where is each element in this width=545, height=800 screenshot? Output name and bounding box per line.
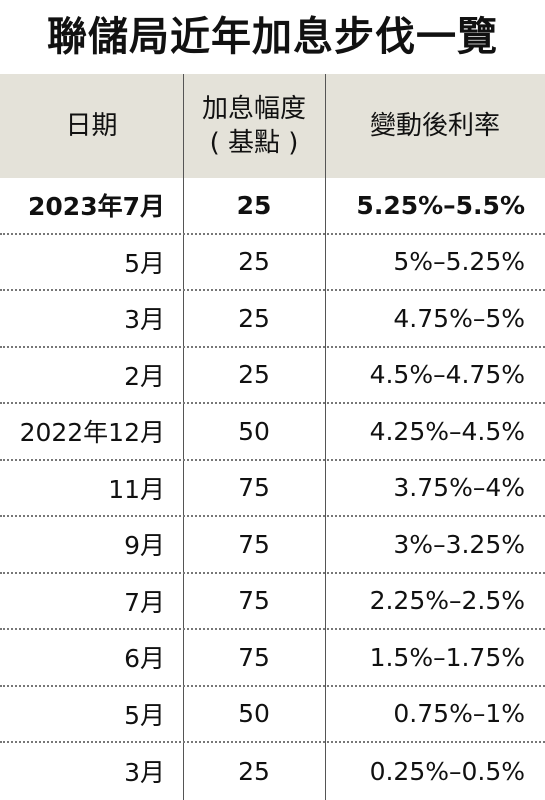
bp-cell: 50 <box>238 699 270 729</box>
column-divider <box>183 74 184 800</box>
table-body: 2023年7月 25 5.25%–5.5% 5月 25 5%–5.25% 3月 … <box>0 178 545 800</box>
header-bp: 加息幅度 ( 基點 ) <box>183 74 325 178</box>
rate-cell: 0.75%–1% <box>393 699 525 729</box>
table-row: 3月 25 4.75%–5% <box>0 291 545 348</box>
table-header: 日期 加息幅度 ( 基點 ) 變動後利率 <box>0 74 545 178</box>
date-cell: 2023年7月 <box>28 192 165 222</box>
table-row: 3月 25 0.25%–0.5% <box>0 743 545 800</box>
bp-cell: 50 <box>238 416 270 446</box>
bp-cell: 25 <box>238 247 270 277</box>
header-date-label: 日期 <box>65 111 118 141</box>
bp-cell: 25 <box>238 303 270 333</box>
header-bp-label-line1: 加息幅度 <box>201 94 306 124</box>
date-cell: 5月 <box>124 700 165 730</box>
rate-cell: 3%–3.25% <box>393 529 525 559</box>
date-cell: 11月 <box>108 474 165 504</box>
column-divider <box>325 74 326 800</box>
header-rate-label: 變動後利率 <box>369 111 500 141</box>
date-cell: 3月 <box>124 758 165 788</box>
table-row: 2023年7月 25 5.25%–5.5% <box>0 178 545 235</box>
header-bp-label-line2: ( 基點 ) <box>209 128 299 158</box>
bp-cell: 25 <box>236 190 272 220</box>
table-row: 6月 75 1.5%–1.75% <box>0 630 545 687</box>
bp-cell: 75 <box>238 529 270 559</box>
header-rate: 變動後利率 <box>325 74 545 178</box>
rate-cell: 4.75%–5% <box>393 303 525 333</box>
date-cell: 9月 <box>124 531 165 561</box>
rate-cell: 5.25%–5.5% <box>356 190 525 220</box>
table-row: 5月 50 0.75%–1% <box>0 687 545 743</box>
date-cell: 2月 <box>124 361 165 391</box>
rate-cell: 0.25%–0.5% <box>369 756 525 786</box>
bp-cell: 75 <box>238 642 270 672</box>
table-row: 2022年12月 50 4.25%–4.5% <box>0 404 545 461</box>
bp-cell: 75 <box>238 586 270 616</box>
date-cell: 5月 <box>124 248 165 278</box>
rate-cell: 1.5%–1.75% <box>369 642 525 672</box>
bp-cell: 75 <box>238 473 270 503</box>
table-row: 2月 25 4.5%–4.75% <box>0 348 545 404</box>
table-row: 11月 75 3.75%–4% <box>0 461 545 517</box>
date-cell: 3月 <box>124 305 165 335</box>
rate-cell: 2.25%–2.5% <box>369 586 525 616</box>
rate-cell: 5%–5.25% <box>393 247 525 277</box>
date-cell: 6月 <box>124 644 165 674</box>
date-cell: 7月 <box>124 587 165 617</box>
bp-cell: 25 <box>238 756 270 786</box>
rate-cell: 3.75%–4% <box>393 473 525 503</box>
bp-cell: 25 <box>238 360 270 390</box>
header-date: 日期 <box>0 74 183 178</box>
table-row: 5月 25 5%–5.25% <box>0 235 545 291</box>
date-cell: 2022年12月 <box>19 418 165 448</box>
table-title: 聯儲局近年加息步伐一覽 <box>47 14 498 60</box>
rate-cell: 4.5%–4.75% <box>369 360 525 390</box>
rate-cell: 4.25%–4.5% <box>369 416 525 446</box>
table-row: 9月 75 3%–3.25% <box>0 517 545 574</box>
table-row: 7月 75 2.25%–2.5% <box>0 574 545 630</box>
